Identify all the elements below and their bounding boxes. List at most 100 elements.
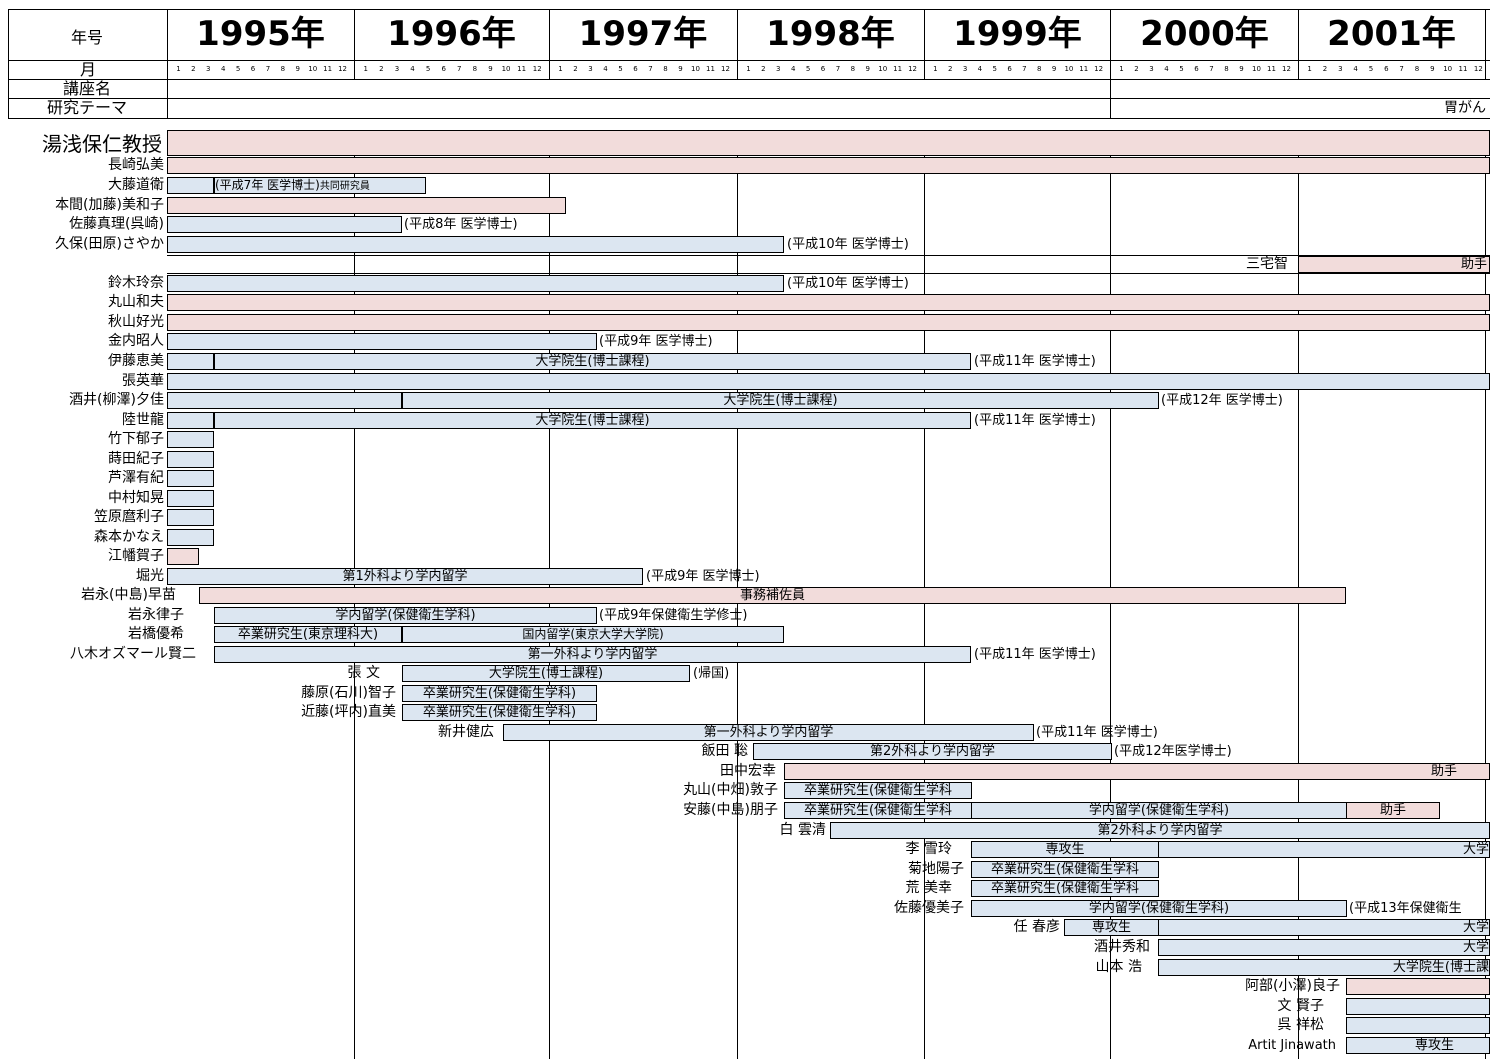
member-name: 酒井秀和 bbox=[1094, 939, 1150, 955]
bar-label: 専攻生 bbox=[1045, 842, 1085, 857]
member-bar bbox=[1346, 998, 1490, 1015]
month-tick-label: 12 bbox=[721, 65, 730, 73]
member-bar bbox=[167, 294, 1490, 311]
member-name: 飯田 聡 bbox=[701, 743, 748, 759]
month-tick-label: 2 bbox=[191, 65, 196, 73]
member-bar: (平成7年 医学博士)共同研究員 bbox=[214, 177, 426, 194]
month-tick-label: 9 bbox=[1430, 65, 1435, 73]
year-line-1999 bbox=[924, 9, 925, 79]
bar-label: 大学 bbox=[1462, 842, 1489, 857]
bar-label: 国内留学(東京大学大学院) bbox=[522, 627, 664, 641]
month-tick-label: 12 bbox=[532, 65, 542, 73]
bar-label: 大学院生(博士課 bbox=[1392, 960, 1489, 975]
member-note: (平成11年 医学博士) bbox=[974, 354, 1096, 369]
member-bar bbox=[167, 490, 214, 507]
member-bar: 大学 bbox=[1158, 841, 1490, 858]
month-tick-label: 9 bbox=[295, 65, 301, 73]
member-bar: 卒業研究生(保健衛生学科 bbox=[971, 861, 1159, 878]
month-tick-label: 1 bbox=[363, 65, 369, 73]
month-tick-label: 7 bbox=[265, 65, 271, 73]
professor-name: 湯浅保仁教授 bbox=[42, 132, 162, 156]
bar-label: 卒業研究生(保健衛生学科) bbox=[422, 686, 577, 701]
member-bar: 専攻生 bbox=[1346, 1037, 1490, 1054]
member-note: (平成12年 医学博士) bbox=[1161, 393, 1283, 408]
month-tick-label: 2 bbox=[1134, 65, 1139, 73]
member-bar bbox=[167, 353, 214, 370]
member-name: 張英華 bbox=[122, 373, 164, 389]
member-bar: 専攻生 bbox=[971, 841, 1159, 858]
member-name: 丸山和夫 bbox=[108, 294, 164, 310]
member-name: 張 文 bbox=[347, 665, 380, 681]
month-tick-label: 9 bbox=[865, 65, 871, 73]
bar-label: 大学 bbox=[1462, 920, 1489, 935]
month-tick-label: 1 bbox=[176, 65, 181, 73]
member-name: 田中宏幸 bbox=[720, 763, 776, 779]
member-bar: 大学 bbox=[1158, 919, 1490, 936]
member-note: (平成8年 医学博士) bbox=[404, 217, 518, 232]
theme-label: 研究テーマ bbox=[46, 98, 127, 117]
month-tick-label: 8 bbox=[850, 65, 856, 73]
month-tick-label: 11 bbox=[1267, 65, 1276, 73]
month-tick-label: 1 bbox=[1307, 65, 1312, 73]
member-name: 佐藤真理(呉崎) bbox=[69, 216, 164, 232]
member-name: 鈴木玲奈 bbox=[108, 275, 164, 291]
month-tick-label: 1 bbox=[933, 65, 938, 73]
body-line-2002 bbox=[1485, 130, 1486, 1059]
member-name: 藤原(石川)智子 bbox=[301, 685, 396, 701]
member-name: 岩永(中島)早苗 bbox=[81, 587, 176, 603]
month-tick-label: 3 bbox=[394, 65, 400, 73]
member-bar bbox=[1346, 1017, 1490, 1034]
member-bar: 卒業研究生(保健衛生学科 bbox=[971, 880, 1159, 897]
month-tick-label: 3 bbox=[962, 65, 968, 73]
month-tick-label: 3 bbox=[1149, 65, 1154, 73]
member-bar: 第2外科より学内留学 bbox=[753, 743, 1112, 760]
member-name: 長崎弘美 bbox=[108, 157, 164, 173]
member-name: 金内昭人 bbox=[108, 333, 164, 349]
bar-label: 学内留学(保健衛生学科) bbox=[1088, 803, 1230, 818]
member-bar bbox=[167, 157, 1490, 174]
month-tick-label: 8 bbox=[1414, 65, 1420, 73]
month-tick-label: 12 bbox=[1094, 65, 1104, 73]
member-name: 本間(加藤)美和子 bbox=[55, 197, 164, 213]
member-name: 岩永律子 bbox=[128, 607, 184, 623]
month-tick-label: 3 bbox=[776, 65, 781, 73]
month-tick-label: 2 bbox=[573, 65, 578, 73]
year-line-2001 bbox=[1298, 9, 1299, 79]
member-bar: 専攻生 bbox=[1064, 919, 1159, 936]
member-note: (平成11年 医学博士) bbox=[974, 413, 1096, 428]
month-tick-label: 12 bbox=[338, 65, 347, 73]
header-year-bottom-border bbox=[8, 60, 1490, 61]
professor-bar bbox=[167, 130, 1490, 156]
month-tick-label: 3 bbox=[206, 65, 211, 73]
year-label-1995: 1995年 bbox=[196, 14, 325, 54]
member-note: (平成9年保健衛生学修士) bbox=[599, 608, 748, 623]
member-note: (帰国) bbox=[693, 666, 730, 681]
month-tick-label: 9 bbox=[678, 65, 683, 73]
month-tick-label: 1 bbox=[558, 65, 563, 73]
year-line-2002 bbox=[1485, 9, 1486, 79]
month-tick-label: 9 bbox=[488, 65, 493, 73]
month-tick-label: 10 bbox=[308, 65, 318, 73]
member-bar: 学内留学(保健衛生学科) bbox=[214, 607, 597, 624]
member-bar: 助手 bbox=[784, 763, 1490, 780]
month-tick-label: 5 bbox=[425, 65, 431, 73]
month-tick-label: 6 bbox=[250, 65, 256, 73]
month-tick-label: 4 bbox=[603, 65, 608, 73]
month-tick-label: 6 bbox=[820, 65, 826, 73]
header-theme-bottom-border bbox=[8, 118, 1490, 119]
member-bar bbox=[167, 197, 566, 214]
month-tick-label: 12 bbox=[908, 65, 917, 73]
month-tick-label: 8 bbox=[1224, 65, 1229, 73]
member-name: 近藤(坪内)直美 bbox=[301, 704, 396, 720]
bar-label: 大学院生(博士課程) bbox=[723, 393, 838, 408]
year-line-1996 bbox=[354, 9, 355, 79]
month-tick-label: 10 bbox=[878, 65, 888, 73]
member-name: Artit Jinawath bbox=[1248, 1038, 1336, 1053]
month-tick-label: 6 bbox=[441, 65, 446, 73]
member-name: 呉 祥松 bbox=[1277, 1017, 1324, 1033]
bar-label: 共同研究員 bbox=[319, 181, 370, 192]
bar-label: 第2外科より学内留学 bbox=[1097, 823, 1223, 838]
bar-label: 卒業研究生(保健衛生学科 bbox=[803, 803, 953, 818]
member-name: 江幡賀子 bbox=[108, 548, 164, 564]
year-line-2000 bbox=[1110, 9, 1111, 79]
